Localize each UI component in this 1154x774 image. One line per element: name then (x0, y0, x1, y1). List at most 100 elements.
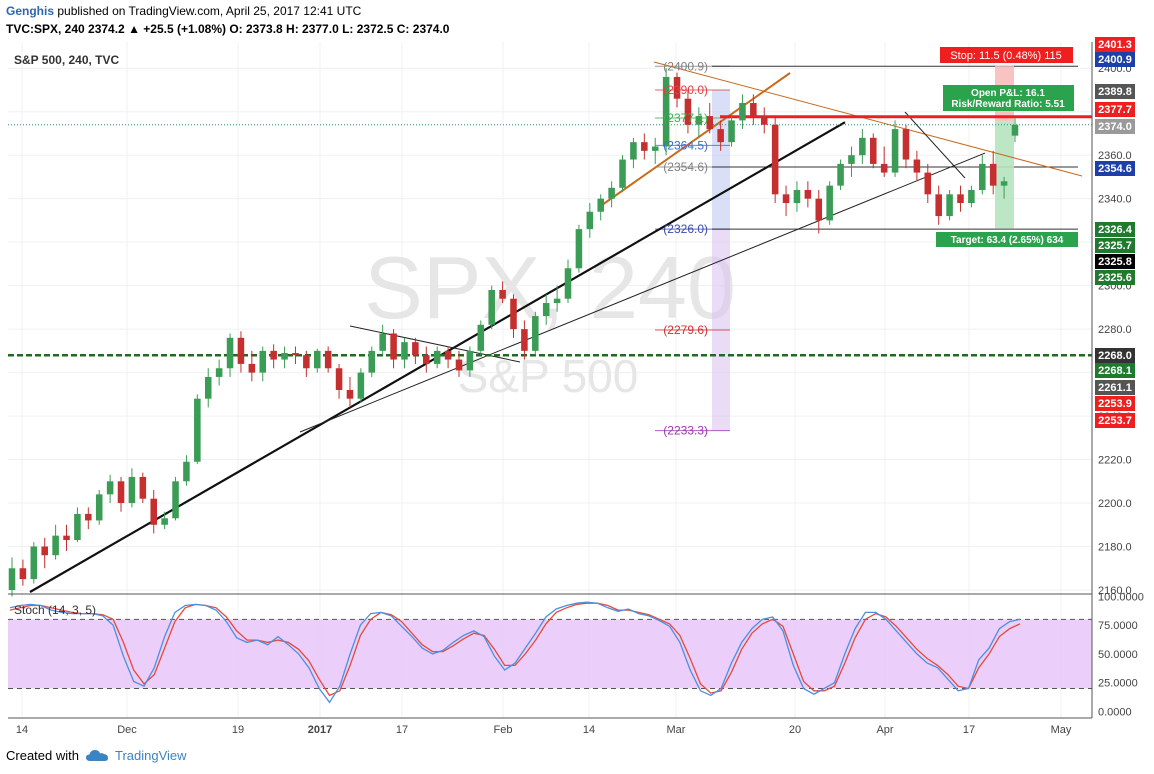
target-label: Target: 63.4 (2.65%) 634 (951, 235, 1064, 246)
major-trendline (29, 121, 846, 593)
channel-upper-orange (601, 72, 791, 206)
y-tick-label: 2380.0 (1098, 107, 1132, 119)
stoch-title: Stoch (14, 3, 5) (14, 603, 96, 617)
price-tag-bg (1095, 52, 1135, 67)
position-labels: Stop: 11.5 (0.48%) 115 Open P&L: 16.1Risk… (936, 47, 1078, 247)
candle-body (728, 120, 735, 143)
candle-body (161, 518, 168, 525)
stoch-tick-label: 50.0000 (1098, 649, 1138, 661)
fib-label: (2354.6) (663, 160, 708, 174)
candle-body (368, 350, 376, 373)
candle-body (390, 333, 397, 360)
price-tag-bg (1095, 161, 1135, 176)
stoch-band (8, 619, 1092, 689)
fib-range-zone (655, 65, 1078, 432)
candle-body (346, 389, 354, 399)
axes: 2160.0 2180.0 2200.0 2220.0 2240.0 2260.0 2280… (8, 42, 1144, 736)
candle-body (488, 289, 495, 325)
candle-body (673, 76, 681, 99)
price-tag-bg (1095, 363, 1135, 378)
stoch-k-line (9, 601, 1021, 704)
candle-body (335, 368, 343, 390)
candle-body (324, 350, 332, 369)
candle-body (564, 268, 572, 299)
price-tag-label: 2377.7 (1098, 104, 1132, 116)
candle-body (499, 289, 506, 299)
tradingview-brand[interactable]: TradingView (114, 748, 187, 763)
price-tag-label: 2253.7 (1098, 415, 1132, 427)
x-tick-label: Feb (494, 724, 513, 736)
pnl-label: Open P&L: 16.1 (971, 88, 1045, 99)
channel-lower-orange (653, 61, 1083, 177)
author-name[interactable]: Genghis (6, 4, 55, 18)
candle-body (957, 194, 964, 204)
x-tick-label: 20 (789, 724, 801, 736)
price-tags: 2401.3 2400.9 2389.8 2377.7 2374.0 2354.6 2326… (1095, 37, 1135, 428)
candle-body (423, 355, 430, 364)
stop-label-bg (940, 47, 1073, 63)
stoch-tick-label: 100.0000 (1098, 591, 1144, 603)
candle-body (619, 159, 626, 188)
candle-body (455, 359, 463, 371)
candle-body (739, 103, 746, 121)
stoch-tick-label: 25.0000 (1098, 678, 1138, 690)
candle-body (684, 98, 692, 125)
price-tag-label: 2261.1 (1098, 382, 1132, 394)
candle-body (521, 329, 528, 351)
ratio-label: Risk/Reward Ratio: 5.51 (951, 99, 1065, 110)
minor-trendline (299, 152, 986, 433)
candle-body (924, 172, 932, 195)
target-label-bg (936, 232, 1078, 247)
candle-body (630, 142, 637, 160)
candle-body (510, 298, 517, 330)
x-tick-label: Mar (667, 724, 686, 736)
candle-body (782, 194, 790, 204)
trend-drawings (8, 61, 1092, 593)
candle-body (586, 211, 594, 230)
candle-body (968, 189, 975, 204)
y-tick-label: 2200.0 (1098, 498, 1132, 510)
candle-body (270, 350, 277, 360)
publish-info: Genghis published on TradingView.com, Ap… (6, 4, 361, 18)
x-tick-label: May (1051, 724, 1072, 736)
x-tick-label: Apr (876, 724, 893, 736)
candle-body (183, 461, 190, 482)
candle-body (117, 481, 125, 504)
price-tag-label: 2401.3 (1098, 39, 1132, 51)
price-tag-label: 2389.8 (1098, 86, 1132, 98)
candle-body (553, 298, 561, 304)
candle-body (848, 155, 855, 164)
candle-body (870, 137, 877, 164)
price-tag-label: 2325.7 (1098, 240, 1132, 252)
x-tick-label: 2017 (308, 724, 332, 736)
price-tag-bg (1095, 238, 1135, 253)
candle-body (662, 76, 670, 147)
candle-body (95, 494, 103, 521)
stoch-tick-label: 0.0000 (1098, 707, 1132, 719)
candle-body (1011, 124, 1019, 136)
candlestick-series (8, 68, 1019, 597)
y-tick-label: 2400.0 (1098, 63, 1132, 75)
y-tick-label: 2360.0 (1098, 150, 1132, 162)
tradingview-cloud-icon (85, 749, 108, 761)
price-tag-label: 2268.0 (1098, 350, 1132, 362)
candle-body (771, 124, 779, 195)
created-with-text: Created with (6, 748, 79, 763)
fib-label: (2326.0) (663, 222, 708, 236)
candle-body (150, 498, 157, 525)
candle-body (608, 187, 615, 199)
candle-body (979, 163, 986, 190)
candle-body (837, 163, 844, 186)
candle-body (695, 116, 703, 125)
candle-body (19, 568, 27, 580)
x-tick-label: Dec (117, 724, 137, 736)
price-tag-bg (1095, 413, 1135, 428)
apr-downtrend-line (904, 111, 966, 179)
candle-body (401, 342, 408, 360)
stop-label: Stop: 11.5 (0.48%) 115 (950, 50, 1062, 62)
jan-resistance-line (349, 325, 521, 363)
candle-body (41, 546, 48, 556)
candle-body (575, 229, 583, 269)
price-tag-bg (1095, 270, 1135, 285)
